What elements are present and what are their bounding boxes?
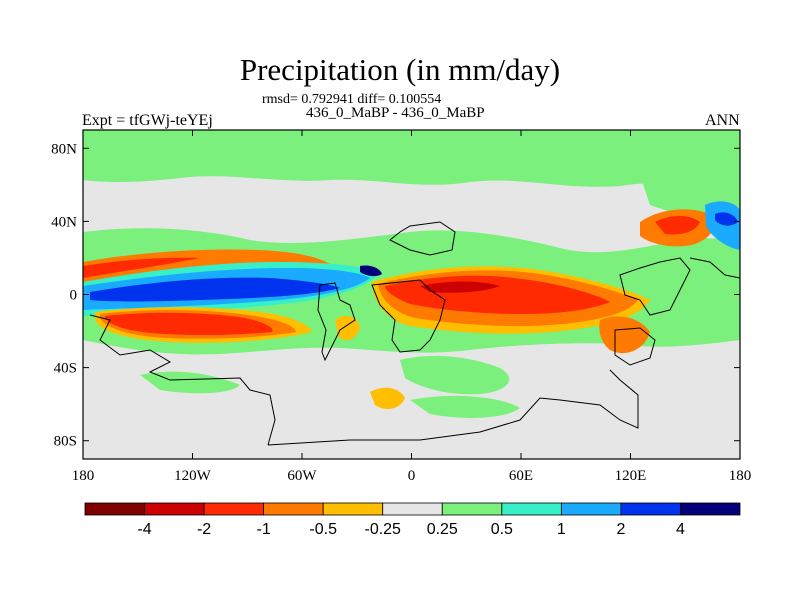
southern-ocean-green [410,395,520,418]
x-tick-label: 120E [615,468,647,484]
x-tick-label: 180 [729,468,752,484]
indian-ocean-wet-deep [420,281,500,293]
australia-outline [614,327,656,366]
map-field [83,130,740,459]
colorbar-swatch [441,502,503,516]
west-antarctic-green [140,371,240,394]
equatorial-dry-core [90,277,340,302]
coastlines [89,221,740,446]
northwest-pacific-dry-core [715,212,738,226]
colorbar-label: 4 [676,521,685,538]
north-pacific-wet-core [83,257,200,278]
colorbar-swatch [620,502,681,516]
south-america-outline [89,314,276,446]
colorbar-swatch [501,502,562,516]
south-pacific-wet-core [105,312,273,336]
arctic-green-band [83,130,740,196]
africa-outline [371,279,446,353]
eurasia-outline [389,221,456,256]
experiment-label: Expt = tfGWj-teYEj [82,112,213,129]
y-tick-label: 0 [70,288,78,304]
colorbar-swatch [203,502,265,516]
y-tick-label: 80N [51,141,77,157]
stats-line: rmsd= 0.792941 diff= 0.100554 [262,92,442,107]
south-atlantic-wet [370,387,405,410]
northwest-pacific-wet-core [655,216,700,235]
colorbar-label: -2 [197,521,211,538]
colorbar-swatch [144,502,205,516]
colorbar-label: -1 [257,521,271,538]
east-asia-outline [689,257,740,279]
axes: 180 120W 60W 0 60E 120E 180 80N 40N 0 40S 80S [51,130,751,484]
colorbar: -4 -2 -1 -0.5 -0.25 0.25 0.5 1 2 4 [84,502,741,538]
equatorial-dry-deep [360,265,382,277]
x-tick-label: 120W [174,468,212,484]
colorbar-swatch [322,502,384,516]
colorbar-swatch [263,502,324,516]
antarctica-outline [267,369,639,446]
y-tick-label: 80S [54,434,77,450]
colorbar-label: 0.25 [427,521,458,538]
colorbar-label: -0.25 [364,521,401,538]
colorbar-swatch [560,502,622,516]
colorbar-label: 2 [616,521,625,538]
colorbar-label: 0.5 [491,521,513,538]
y-tick-label: 40S [54,361,77,377]
warm-pool-wet [599,316,650,354]
y-tick-label: 40N [51,214,77,230]
x-tick-label: 60W [287,468,317,484]
colorbar-swatch [382,502,443,516]
season-label: ANN [705,112,740,129]
chart-title: Precipitation (in mm/day) [239,52,561,87]
america-outline [317,282,356,362]
case-comparison: 436_0_MaBP - 436_0_MaBP [306,105,485,121]
colorbar-swatch [84,502,145,516]
northwest-pacific-dry [705,201,740,250]
colorbar-swatch [680,502,741,516]
south-atlantic-green [400,355,510,395]
x-tick-label: 0 [408,468,416,484]
colorbar-label: -0.5 [309,521,337,538]
x-tick-label: 180 [72,468,95,484]
colorbar-label: 1 [557,521,566,538]
midocean-wet-patch [335,315,360,341]
maritime-continent-outline [619,257,691,316]
colorbar-label: -4 [137,521,151,538]
x-tick-label: 60E [509,468,533,484]
